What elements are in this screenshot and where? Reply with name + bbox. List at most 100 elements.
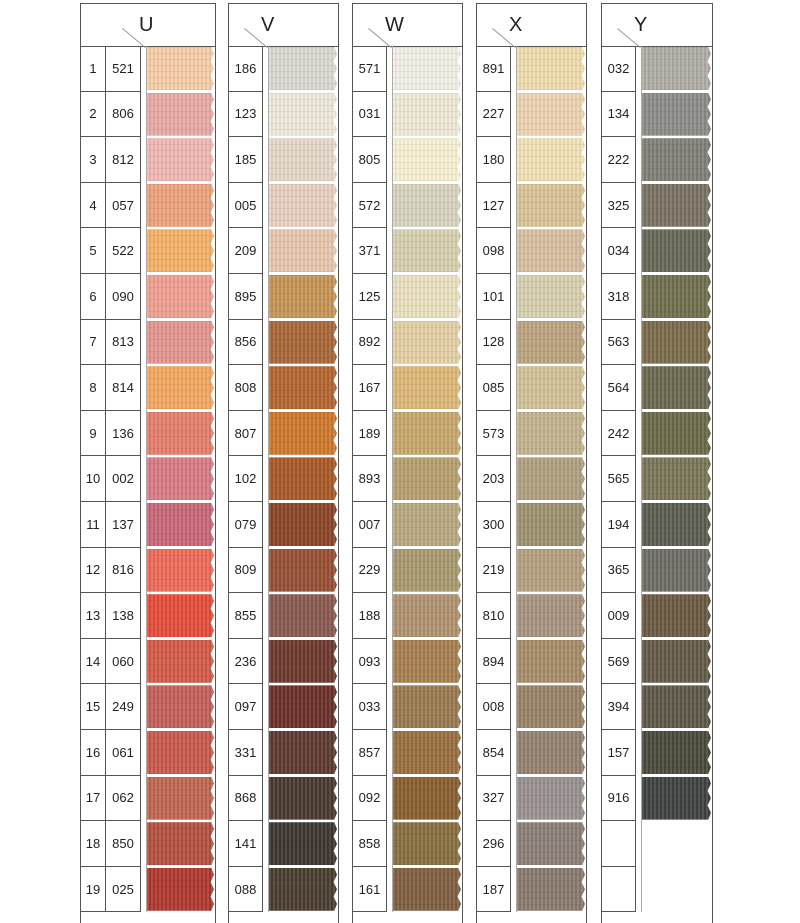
color-code: 061 [106, 730, 141, 776]
swatch-row: 007 [353, 502, 462, 548]
zipper-swatch [147, 822, 214, 866]
color-code: 856 [229, 319, 263, 366]
color-code: 868 [229, 775, 263, 822]
color-code: 098 [477, 228, 511, 274]
zipper-swatch [147, 320, 214, 364]
divider [387, 730, 393, 776]
divider [263, 821, 269, 867]
zipper-swatch [147, 229, 214, 273]
color-code: 189 [353, 410, 387, 457]
swatch-row: 891 [477, 46, 586, 92]
color-code: 858 [353, 821, 387, 867]
divider [387, 456, 393, 502]
divider [511, 821, 517, 867]
color-code: 138 [106, 593, 141, 639]
divider [141, 456, 147, 502]
divider [141, 547, 147, 594]
swatch-row: 12 816 [81, 547, 215, 594]
column-header: U [81, 4, 215, 48]
zipper-swatch [269, 457, 337, 501]
divider [387, 821, 393, 867]
swatch-row: 032 [602, 46, 712, 92]
swatch-row: 229 [353, 547, 462, 594]
swatch-row: 6 090 [81, 274, 215, 320]
divider [636, 137, 642, 183]
row-number: 19 [81, 866, 106, 913]
color-code: 187 [477, 866, 511, 913]
color-code: 564 [602, 365, 636, 411]
zipper-swatch [269, 138, 337, 182]
divider [387, 182, 393, 229]
row-number: 4 [81, 182, 106, 229]
zipper-swatch [393, 867, 461, 911]
swatch-row: 318 [602, 274, 712, 320]
divider [636, 775, 642, 822]
divider [141, 502, 147, 548]
color-code: 806 [106, 91, 141, 138]
zipper-swatch [517, 457, 585, 501]
divider [141, 866, 147, 913]
zipper-swatch [147, 366, 214, 410]
swatch-row: 141 [229, 821, 338, 867]
column-x: X 891 227 180 127 098 101 128 085 573 203 300 219 810… [476, 3, 587, 923]
color-code: 371 [353, 228, 387, 274]
swatch-row: 8 814 [81, 365, 215, 411]
divider [636, 547, 642, 594]
color-code: 219 [477, 547, 511, 594]
divider [511, 502, 517, 548]
divider [511, 730, 517, 776]
color-code: 331 [229, 730, 263, 776]
divider [636, 866, 642, 913]
column-u: U 1 521 2 806 3 812 4 057 5 522 6 090 7 813 8 814 9 136 10 0… [80, 3, 216, 923]
swatch-row: 102 [229, 456, 338, 502]
divider [263, 365, 269, 411]
zipper-swatch [393, 320, 461, 364]
swatch-row: 855 [229, 593, 338, 639]
divider [636, 91, 642, 138]
swatch-row: 3 812 [81, 137, 215, 183]
divider [141, 91, 147, 138]
swatch-row: 854 [477, 730, 586, 776]
color-code: 186 [229, 46, 263, 92]
color-code: 807 [229, 410, 263, 457]
zipper-swatch [642, 183, 711, 227]
zipper-swatch [269, 503, 337, 546]
divider [636, 593, 642, 639]
color-code: 227 [477, 91, 511, 138]
swatch-row: 325 [602, 182, 712, 229]
color-code: 031 [353, 91, 387, 138]
divider [387, 593, 393, 639]
zipper-swatch [393, 366, 461, 410]
zipper-swatch [269, 229, 337, 273]
zipper-swatch [517, 411, 585, 455]
divider [387, 228, 393, 274]
divider [387, 410, 393, 457]
divider [141, 775, 147, 822]
zipper-swatch [393, 639, 461, 683]
swatch-row: 079 [229, 502, 338, 548]
zipper-swatch [393, 47, 461, 90]
divider [263, 866, 269, 913]
color-code: 805 [353, 137, 387, 183]
swatch-row: 093 [353, 638, 462, 685]
color-code: 325 [602, 182, 636, 229]
zipper-swatch [642, 47, 711, 90]
color-code: 125 [353, 274, 387, 320]
zipper-swatch [517, 92, 585, 136]
zipper-swatch [517, 867, 585, 911]
swatch-row: 222 [602, 137, 712, 183]
zipper-swatch [269, 411, 337, 455]
color-code: 814 [106, 365, 141, 411]
swatch-row: 203 [477, 456, 586, 502]
color-code: 209 [229, 228, 263, 274]
divider [511, 410, 517, 457]
color-code: 141 [229, 821, 263, 867]
divider [511, 274, 517, 320]
swatch-row: 365 [602, 547, 712, 594]
zipper-swatch [147, 47, 214, 90]
color-code: 079 [229, 502, 263, 548]
divider [141, 137, 147, 183]
divider [141, 593, 147, 639]
zipper-swatch [642, 503, 711, 546]
swatch-row: 14 060 [81, 638, 215, 685]
